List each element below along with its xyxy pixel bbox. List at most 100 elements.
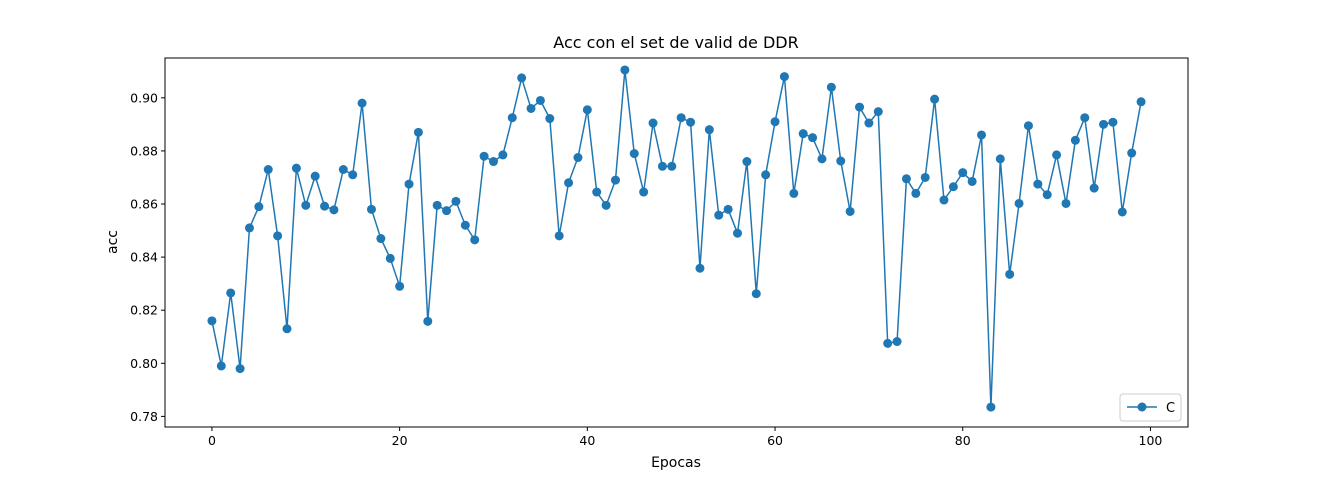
x-tick-label: 0 <box>208 433 216 448</box>
data-point <box>657 161 667 171</box>
data-point <box>826 82 836 92</box>
data-point <box>526 103 536 113</box>
x-tick-label: 60 <box>767 433 783 448</box>
data-point <box>686 117 696 127</box>
data-point <box>751 289 761 299</box>
legend-marker-swatch <box>1137 402 1147 412</box>
data-point <box>695 263 705 273</box>
data-point <box>310 171 320 181</box>
data-point <box>385 253 395 263</box>
data-point <box>545 114 555 124</box>
data-point <box>930 94 940 104</box>
data-point <box>301 200 311 210</box>
data-point <box>779 72 789 82</box>
data-point <box>1042 190 1052 200</box>
data-point <box>517 73 527 83</box>
y-tick-label: 0.80 <box>130 356 158 371</box>
data-point <box>1033 179 1043 189</box>
data-point <box>235 364 245 374</box>
data-point <box>573 153 583 163</box>
data-point <box>958 168 968 178</box>
data-point <box>1061 198 1071 208</box>
data-point <box>977 130 987 140</box>
data-point <box>836 156 846 166</box>
data-point <box>1127 148 1137 158</box>
data-point <box>226 288 236 298</box>
data-point <box>610 175 620 185</box>
legend: C <box>1119 393 1182 422</box>
data-point <box>620 65 630 75</box>
data-point <box>714 210 724 220</box>
data-point <box>366 204 376 214</box>
y-tick-label: 0.86 <box>130 197 158 212</box>
data-point <box>742 157 752 167</box>
data-point <box>967 176 977 186</box>
data-point <box>676 113 686 123</box>
data-point <box>535 95 545 105</box>
data-point <box>995 154 1005 164</box>
data-point <box>817 154 827 164</box>
data-point <box>901 174 911 184</box>
data-point <box>376 234 386 244</box>
data-point <box>592 187 602 197</box>
data-point <box>263 164 273 174</box>
y-axis-label: acc <box>105 230 121 254</box>
y-tick-label: 0.84 <box>130 250 158 265</box>
data-point <box>1070 135 1080 145</box>
data-point <box>507 113 517 123</box>
data-point <box>348 170 358 180</box>
data-point <box>892 337 902 347</box>
data-point <box>948 182 958 192</box>
data-point <box>601 200 611 210</box>
data-point <box>1052 150 1062 160</box>
data-point <box>1014 198 1024 208</box>
data-point <box>470 235 480 245</box>
data-point <box>216 361 226 371</box>
data-point <box>254 202 264 212</box>
x-tick-label: 100 <box>1139 433 1163 448</box>
data-point <box>770 117 780 127</box>
data-point <box>582 105 592 115</box>
data-point <box>488 157 498 167</box>
y-tick-label: 0.82 <box>130 303 158 318</box>
x-tick-label: 80 <box>955 433 971 448</box>
data-point <box>939 195 949 205</box>
data-point <box>1023 121 1033 131</box>
data-point <box>291 163 301 173</box>
data-point <box>873 107 883 117</box>
data-point <box>648 118 658 128</box>
data-point <box>413 127 423 137</box>
data-point <box>789 188 799 198</box>
data-point <box>808 133 818 143</box>
chart-title: Acc con el set de valid de DDR <box>553 33 798 52</box>
data-point <box>761 170 771 180</box>
data-point <box>798 129 808 139</box>
data-point <box>1117 207 1127 217</box>
data-point <box>667 161 677 171</box>
data-point <box>1099 119 1109 129</box>
data-point <box>1080 113 1090 123</box>
data-point <box>338 164 348 174</box>
data-point <box>404 179 414 189</box>
data-point <box>845 206 855 216</box>
data-point <box>329 205 339 215</box>
data-point <box>733 228 743 238</box>
data-point <box>986 402 996 412</box>
data-point <box>451 196 461 206</box>
y-tick-label: 0.88 <box>130 143 158 158</box>
series-line-c <box>211 69 1142 408</box>
data-point <box>442 206 452 216</box>
x-axis-label: Epocas <box>651 455 701 471</box>
data-point <box>920 172 930 182</box>
x-axis: 0 20 40 60 80 100 <box>208 427 1162 448</box>
data-point <box>639 187 649 197</box>
data-point <box>460 220 470 230</box>
data-point <box>498 150 508 160</box>
data-point <box>1136 97 1146 107</box>
data-point <box>432 200 442 210</box>
legend-label-c: C <box>1166 401 1175 416</box>
data-point <box>864 118 874 128</box>
data-point <box>320 201 330 211</box>
data-point <box>1089 183 1099 193</box>
y-axis: 0.78 0.80 0.82 0.84 0.86 0.88 0.90 <box>130 90 165 424</box>
